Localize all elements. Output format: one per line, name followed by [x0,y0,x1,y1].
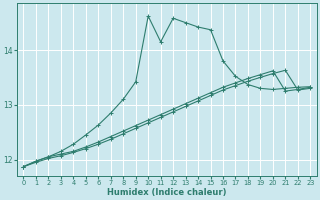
X-axis label: Humidex (Indice chaleur): Humidex (Indice chaleur) [107,188,227,197]
